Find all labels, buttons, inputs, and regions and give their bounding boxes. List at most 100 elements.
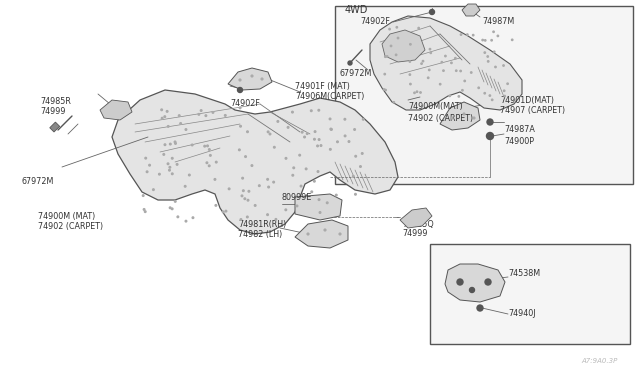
Circle shape [285, 209, 287, 211]
Circle shape [169, 167, 171, 168]
Circle shape [451, 62, 452, 64]
Circle shape [292, 111, 293, 113]
Circle shape [393, 102, 394, 103]
Circle shape [285, 157, 287, 159]
Circle shape [240, 219, 242, 220]
Circle shape [314, 180, 315, 182]
Circle shape [339, 233, 341, 235]
Circle shape [206, 162, 208, 164]
Circle shape [239, 149, 240, 151]
Circle shape [314, 131, 316, 132]
Circle shape [269, 133, 271, 135]
Text: 74981R(RH): 74981R(RH) [238, 221, 286, 230]
Circle shape [251, 165, 253, 166]
Circle shape [246, 131, 248, 132]
Circle shape [324, 229, 326, 231]
Circle shape [478, 87, 479, 89]
Circle shape [441, 61, 442, 63]
Circle shape [300, 185, 302, 187]
Polygon shape [400, 208, 432, 228]
Circle shape [389, 28, 390, 30]
Text: 74901F (MAT): 74901F (MAT) [295, 81, 350, 90]
Circle shape [268, 186, 269, 188]
Text: 74999: 74999 [402, 230, 428, 238]
Circle shape [159, 173, 160, 175]
Circle shape [355, 155, 356, 157]
Polygon shape [382, 30, 425, 62]
Circle shape [215, 205, 217, 206]
Circle shape [421, 63, 422, 64]
Circle shape [409, 61, 411, 62]
Circle shape [329, 118, 331, 120]
Circle shape [244, 198, 246, 199]
Circle shape [305, 168, 307, 170]
Circle shape [492, 99, 493, 100]
Circle shape [311, 191, 312, 193]
Circle shape [410, 44, 411, 45]
Circle shape [293, 167, 294, 169]
Circle shape [189, 174, 190, 176]
Circle shape [273, 147, 275, 148]
Circle shape [396, 54, 397, 55]
Text: 74902F: 74902F [360, 17, 390, 26]
Circle shape [384, 73, 385, 75]
Circle shape [152, 189, 154, 190]
Circle shape [240, 125, 241, 127]
Circle shape [176, 164, 178, 165]
Circle shape [292, 174, 294, 176]
Circle shape [225, 210, 227, 212]
Circle shape [484, 40, 486, 41]
Circle shape [428, 77, 429, 78]
Circle shape [205, 115, 207, 116]
Circle shape [243, 190, 244, 192]
Circle shape [348, 61, 352, 65]
Circle shape [461, 90, 463, 91]
Circle shape [214, 179, 216, 180]
Bar [50, 122, 60, 132]
Circle shape [145, 211, 146, 212]
Circle shape [318, 139, 320, 140]
Circle shape [267, 179, 268, 180]
Circle shape [491, 39, 492, 41]
Circle shape [314, 138, 316, 140]
Polygon shape [440, 102, 480, 130]
Circle shape [331, 129, 332, 130]
Circle shape [485, 279, 491, 285]
Circle shape [177, 216, 179, 218]
Text: A7:9A0.3P: A7:9A0.3P [582, 358, 618, 364]
Circle shape [420, 92, 421, 93]
Circle shape [244, 156, 246, 157]
Circle shape [416, 91, 418, 92]
Circle shape [477, 305, 483, 311]
Circle shape [390, 45, 392, 46]
Text: 74900M (MAT): 74900M (MAT) [38, 212, 95, 221]
Circle shape [275, 219, 276, 220]
Polygon shape [295, 194, 342, 220]
Text: 74900M(MAT): 74900M(MAT) [408, 102, 463, 110]
Circle shape [360, 166, 361, 167]
Circle shape [344, 118, 346, 120]
Circle shape [237, 87, 243, 93]
Circle shape [209, 155, 211, 156]
Circle shape [422, 61, 424, 62]
Circle shape [504, 90, 505, 92]
Polygon shape [112, 90, 398, 234]
Circle shape [239, 107, 241, 109]
Text: 74902F: 74902F [230, 99, 260, 109]
Circle shape [353, 176, 354, 177]
Text: 74999: 74999 [40, 108, 65, 116]
Circle shape [429, 48, 431, 50]
Circle shape [172, 208, 173, 210]
Circle shape [168, 126, 169, 127]
Circle shape [440, 83, 441, 85]
Circle shape [511, 39, 513, 41]
Circle shape [143, 209, 145, 210]
Circle shape [166, 110, 168, 112]
Text: 74906M(CARPET): 74906M(CARPET) [295, 92, 364, 100]
Text: 80999E: 80999E [282, 193, 312, 202]
Polygon shape [295, 220, 348, 248]
Circle shape [179, 115, 180, 116]
Circle shape [484, 52, 486, 53]
Circle shape [464, 80, 465, 81]
Circle shape [307, 133, 308, 134]
